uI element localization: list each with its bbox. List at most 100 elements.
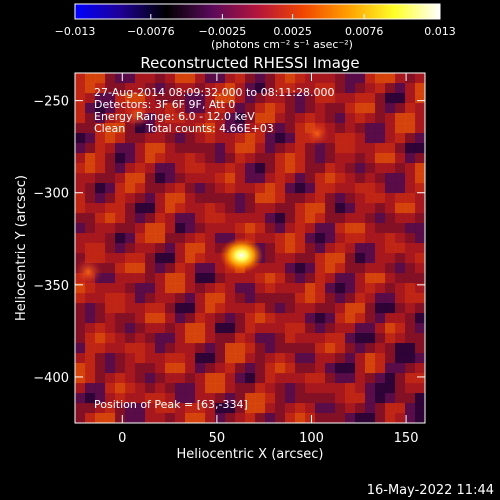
heatmap-cell bbox=[105, 113, 116, 124]
heatmap-cell bbox=[95, 173, 106, 184]
heatmap-cell bbox=[195, 93, 206, 104]
heatmap-cell bbox=[305, 173, 316, 184]
heatmap-cell bbox=[95, 403, 106, 414]
heatmap-cell bbox=[335, 133, 346, 144]
heatmap-cell bbox=[365, 163, 376, 174]
heatmap-cell bbox=[395, 93, 406, 104]
heatmap-cell bbox=[315, 73, 326, 84]
heatmap-cell bbox=[145, 313, 156, 324]
heatmap-cell bbox=[85, 293, 96, 304]
heatmap-cell bbox=[395, 73, 406, 84]
heatmap-cell bbox=[305, 203, 316, 214]
heatmap-cell bbox=[195, 393, 206, 404]
heatmap-cell bbox=[245, 163, 256, 174]
heatmap-cell bbox=[315, 183, 326, 194]
heatmap-cell bbox=[315, 393, 326, 404]
heatmap-cell bbox=[265, 103, 276, 114]
heatmap-cell bbox=[345, 143, 356, 154]
secondary-source bbox=[75, 257, 103, 287]
heatmap-cell bbox=[375, 373, 386, 384]
heatmap-cell bbox=[175, 413, 186, 423]
heatmap-cell bbox=[295, 323, 306, 334]
heatmap-cell bbox=[155, 153, 166, 164]
heatmap-cell bbox=[415, 303, 425, 314]
heatmap-cell bbox=[395, 393, 406, 404]
heatmap-cell bbox=[275, 243, 286, 254]
heatmap-cell bbox=[135, 193, 146, 204]
heatmap-sources bbox=[75, 102, 330, 287]
heatmap-cell bbox=[275, 293, 286, 304]
heatmap-cell bbox=[335, 143, 346, 154]
heatmap-cell bbox=[325, 113, 336, 124]
heatmap-cell bbox=[365, 323, 376, 334]
heatmap-cell bbox=[405, 283, 416, 294]
heatmap-cell bbox=[415, 93, 425, 104]
heatmap-cell bbox=[225, 383, 236, 394]
heatmap-cell bbox=[125, 293, 136, 304]
heatmap-cell bbox=[325, 263, 336, 274]
heatmap-cell bbox=[315, 323, 326, 334]
heatmap-cell bbox=[275, 283, 286, 294]
heatmap-cell bbox=[305, 93, 316, 104]
heatmap-cell bbox=[335, 383, 346, 394]
heatmap-cell bbox=[85, 363, 96, 374]
heatmap-cell bbox=[305, 413, 316, 423]
heatmap-cell bbox=[255, 153, 266, 164]
heatmap-cell bbox=[125, 233, 136, 244]
heatmap-cell bbox=[125, 393, 136, 404]
heatmap-cell bbox=[175, 153, 186, 164]
heatmap-cell bbox=[255, 313, 266, 324]
heatmap-cell bbox=[385, 413, 396, 423]
heatmap-cell bbox=[125, 283, 136, 294]
heatmap-cell bbox=[75, 383, 86, 394]
heatmap-cell bbox=[285, 283, 296, 294]
heatmap-cell bbox=[195, 173, 206, 184]
heatmap-cell bbox=[105, 73, 116, 84]
heatmap-cell bbox=[365, 413, 376, 423]
heatmap-cell bbox=[215, 243, 226, 254]
heatmap-cell bbox=[235, 373, 246, 384]
heatmap-cell bbox=[115, 183, 126, 194]
heatmap-cell bbox=[265, 123, 276, 134]
heatmap-cell bbox=[115, 93, 126, 104]
heatmap-cell bbox=[285, 163, 296, 174]
heatmap-cell bbox=[105, 153, 116, 164]
heatmap-cell bbox=[395, 303, 406, 314]
heatmap-cell bbox=[415, 113, 425, 124]
heatmap-cell bbox=[295, 263, 306, 274]
heatmap-cell bbox=[335, 233, 346, 244]
heatmap-cell bbox=[325, 243, 336, 254]
heatmap-cell bbox=[315, 173, 326, 184]
heatmap-cell bbox=[205, 303, 216, 314]
heatmap-cell bbox=[75, 103, 86, 114]
heatmap-cell bbox=[105, 83, 116, 94]
heatmap-cell bbox=[165, 293, 176, 304]
heatmap-cell bbox=[255, 293, 266, 304]
heatmap-cell bbox=[405, 383, 416, 394]
heatmap-cell bbox=[145, 343, 156, 354]
heatmap-cell bbox=[85, 373, 96, 384]
heatmap-cell bbox=[235, 113, 246, 124]
heatmap-cell bbox=[375, 383, 386, 394]
heatmap-cell bbox=[265, 333, 276, 344]
heatmap-cell bbox=[265, 203, 276, 214]
heatmap-cell bbox=[135, 203, 146, 214]
heatmap-cell bbox=[85, 163, 96, 174]
heatmap-cell bbox=[215, 263, 226, 274]
heatmap-cell bbox=[125, 83, 136, 94]
heatmap-cell bbox=[145, 353, 156, 364]
heatmap-cell bbox=[265, 303, 276, 314]
heatmap-cell bbox=[235, 93, 246, 104]
heatmap-cell bbox=[135, 273, 146, 284]
colorbar-strip bbox=[74, 3, 441, 20]
heatmap-cell bbox=[125, 213, 136, 224]
heatmap-cell bbox=[95, 183, 106, 194]
heatmap-cell bbox=[315, 103, 326, 114]
heatmap-cell bbox=[155, 193, 166, 204]
heatmap-cell bbox=[415, 253, 425, 264]
heatmap-cell bbox=[265, 403, 276, 414]
heatmap-cell bbox=[175, 293, 186, 304]
heatmap-cell bbox=[395, 103, 406, 114]
heatmap-cell bbox=[355, 203, 366, 214]
